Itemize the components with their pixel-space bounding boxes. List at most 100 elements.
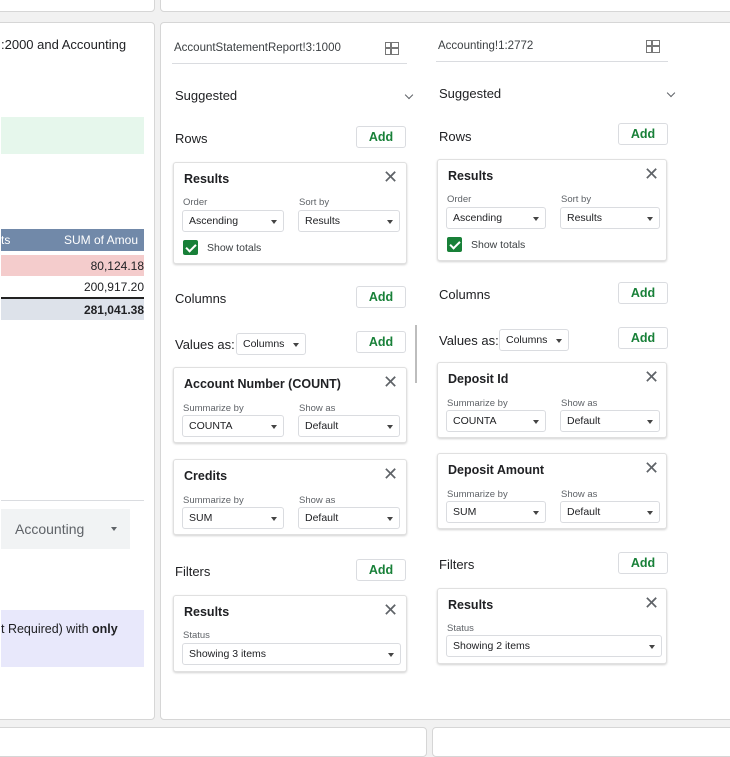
status-label: Status <box>447 623 474 634</box>
editor-a-range[interactable]: AccountStatementReport!3:1000 <box>174 42 341 54</box>
sheet-preview-panel: :2000 and Accounting ts SUM of Amou 80,1… <box>0 22 155 720</box>
summarize-by-value: COUNTA <box>453 415 497 427</box>
editor-a-rows-add-button[interactable]: Add <box>356 126 406 148</box>
grand-total-value: 281,041.38 <box>83 303 144 317</box>
summarize-by-label: Summarize by <box>183 495 244 506</box>
editor-b-range-underline <box>436 61 668 62</box>
editor-b-values-add-button[interactable]: Add <box>618 327 668 349</box>
editor-b-values-as-dropdown[interactable]: Columns <box>499 329 569 351</box>
rows-card-title: Results <box>448 169 494 183</box>
editor-b-rows-add-button[interactable]: Add <box>618 123 668 145</box>
summarize-by-label: Summarize by <box>447 398 508 409</box>
editor-b-value-card-1: Deposit Id ✕ Summarize by Show as COUNTA… <box>437 362 667 438</box>
caret-down-icon <box>271 517 277 521</box>
order-label: Order <box>183 197 208 208</box>
editor-a-columns-label: Columns <box>175 291 227 306</box>
summarize-by-dropdown[interactable]: COUNTA <box>446 410 546 432</box>
sort-by-dropdown[interactable]: Results <box>560 207 660 229</box>
values-as-value: Columns <box>506 334 548 346</box>
show-as-label: Show as <box>561 398 598 409</box>
editor-a-filters-add-button[interactable]: Add <box>356 559 406 581</box>
caret-down-icon <box>387 425 393 429</box>
summarize-by-label: Summarize by <box>183 403 244 414</box>
status-value: Showing 3 items <box>189 648 267 660</box>
chevron-down-icon <box>111 527 117 531</box>
status-value: Showing 2 items <box>453 640 531 652</box>
summarize-by-dropdown[interactable]: SUM <box>182 507 284 529</box>
editor-b-filter-card: Results ✕ Status Showing 2 items <box>437 588 667 664</box>
show-as-value: Default <box>305 512 339 524</box>
editor-a-filter-card: Results ✕ Status Showing 3 items <box>173 595 407 672</box>
top-left-frame <box>0 0 155 12</box>
pivot-header-col2: SUM of Amou <box>64 233 139 247</box>
close-icon[interactable]: ✕ <box>383 600 399 620</box>
order-label: Order <box>447 194 472 205</box>
show-totals-checkbox[interactable] <box>183 240 198 255</box>
editor-b-filters-add-button[interactable]: Add <box>618 552 668 574</box>
editor-a-values-as-label: Values as: <box>175 337 235 352</box>
grid-select-icon[interactable] <box>385 42 399 55</box>
status-label: Status <box>183 630 210 641</box>
show-as-dropdown[interactable]: Default <box>560 501 660 523</box>
sort-by-value: Results <box>305 215 341 227</box>
close-icon[interactable]: ✕ <box>383 372 399 392</box>
value-card-title: Credits <box>184 469 228 483</box>
summarize-by-dropdown[interactable]: COUNTA <box>182 415 284 437</box>
value-card-title: Account Number (COUNT) <box>184 377 341 391</box>
sort-by-dropdown[interactable]: Results <box>298 210 400 232</box>
summarize-by-label: Summarize by <box>447 489 508 500</box>
close-icon[interactable]: ✕ <box>383 464 399 484</box>
caret-down-icon <box>293 343 299 347</box>
editor-a-suggested[interactable]: Suggested <box>175 88 238 103</box>
sheet-tab-accounting[interactable]: Accounting <box>1 509 130 549</box>
caret-down-icon <box>556 339 562 343</box>
order-value: Ascending <box>189 215 239 227</box>
caret-down-icon <box>649 645 655 649</box>
order-dropdown[interactable]: Ascending <box>446 207 546 229</box>
editor-b-range[interactable]: Accounting!1:2772 <box>438 40 534 52</box>
editor-a-values-add-button[interactable]: Add <box>356 331 406 353</box>
close-icon[interactable]: ✕ <box>383 167 399 187</box>
grid-select-icon[interactable] <box>646 40 660 53</box>
editor-a-values-as-dropdown[interactable]: Columns <box>236 333 306 355</box>
caret-down-icon <box>388 653 394 657</box>
grand-total-row <box>1 299 144 320</box>
show-as-dropdown[interactable]: Default <box>560 410 660 432</box>
editor-b-suggested[interactable]: Suggested <box>439 86 502 101</box>
close-icon[interactable]: ✕ <box>644 458 660 478</box>
show-totals-checkbox[interactable] <box>447 237 462 252</box>
show-totals-label: Show totals <box>207 242 262 254</box>
close-icon[interactable]: ✕ <box>644 367 660 387</box>
caret-down-icon <box>387 220 393 224</box>
caret-down-icon <box>533 511 539 515</box>
order-value: Ascending <box>453 212 503 224</box>
caret-down-icon <box>647 420 653 424</box>
summarize-by-dropdown[interactable]: SUM <box>446 501 546 523</box>
lavender-note <box>1 610 144 667</box>
show-as-label: Show as <box>561 489 598 500</box>
caret-down-icon <box>647 511 653 515</box>
status-dropdown[interactable]: Showing 3 items <box>182 643 401 665</box>
show-as-dropdown[interactable]: Default <box>298 507 400 529</box>
caret-down-icon <box>387 517 393 521</box>
summarize-by-value: COUNTA <box>189 420 233 432</box>
editor-b-value-card-2: Deposit Amount ✕ Summarize by Show as SU… <box>437 453 667 529</box>
value-card-title: Deposit Amount <box>448 463 545 477</box>
table-row-value: 80,124.18 <box>90 259 144 273</box>
editor-a-columns-add-button[interactable]: Add <box>356 286 406 308</box>
table-row <box>1 255 144 276</box>
show-as-dropdown[interactable]: Default <box>298 415 400 437</box>
sheet-description-text: :2000 and Accounting <box>1 37 127 52</box>
close-icon[interactable]: ✕ <box>644 593 660 613</box>
order-dropdown[interactable]: Ascending <box>182 210 284 232</box>
status-dropdown[interactable]: Showing 2 items <box>446 635 662 657</box>
caret-down-icon <box>533 217 539 221</box>
close-icon[interactable]: ✕ <box>644 164 660 184</box>
total-divider <box>1 297 144 299</box>
caret-down-icon <box>271 425 277 429</box>
bottom-left-frame <box>0 727 427 757</box>
scrollbar-thumb[interactable] <box>415 325 417 383</box>
filter-card-title: Results <box>184 605 230 619</box>
filter-card-title: Results <box>448 598 494 612</box>
editor-b-columns-add-button[interactable]: Add <box>618 282 668 304</box>
